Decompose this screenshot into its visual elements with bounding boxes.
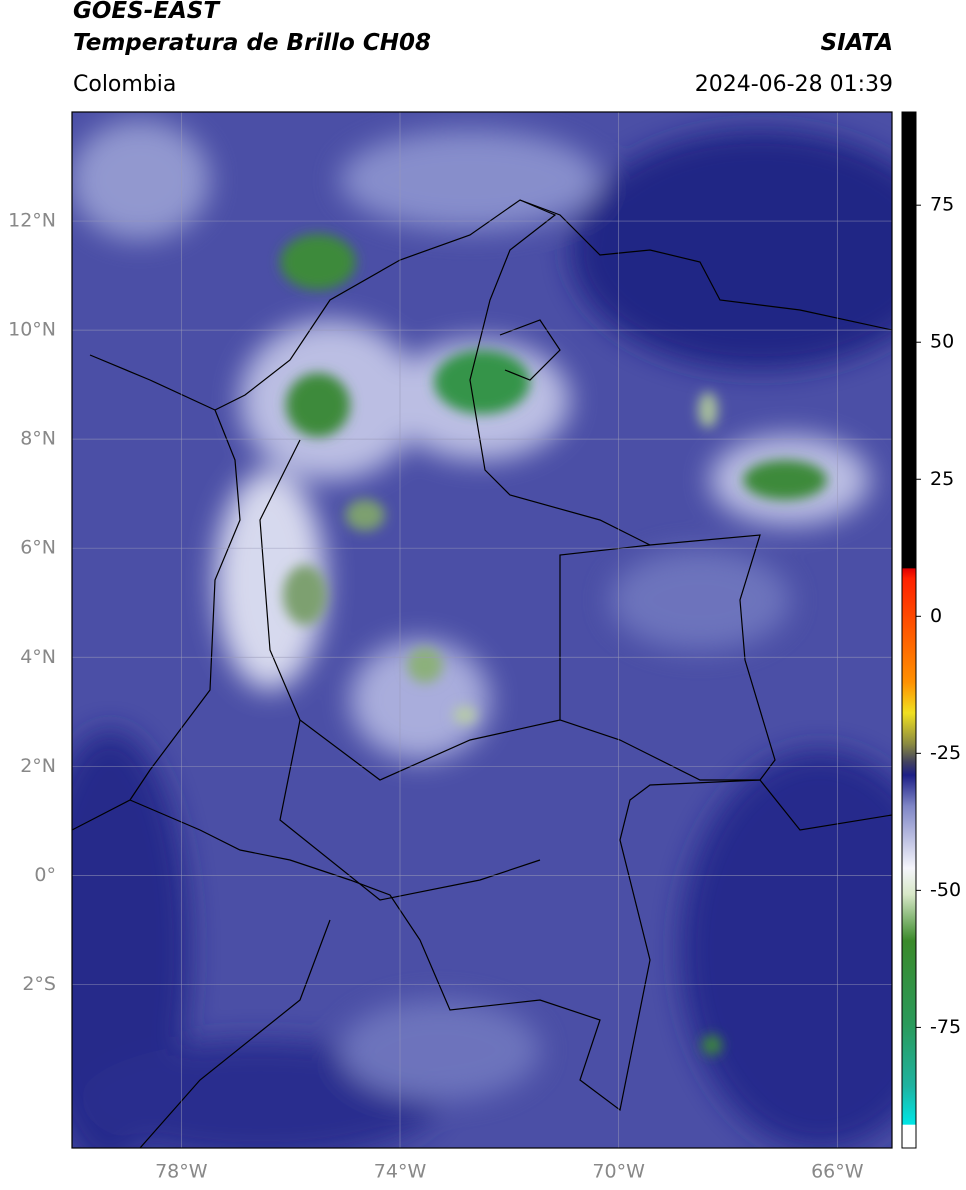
colorbar-tick-label: -50 (930, 879, 961, 901)
colorbar-tick-label: 25 (930, 468, 954, 490)
colorbar-tick-label: 50 (930, 331, 954, 353)
colorbar-tick-label: 0 (930, 605, 942, 627)
colorbar-tick-label: 75 (930, 194, 954, 216)
lat-tick-label: 0° (34, 864, 56, 886)
lat-tick-label: 6°N (20, 537, 56, 559)
title: GOES-EAST (73, 0, 220, 24)
graticule (72, 112, 892, 1148)
lon-tick-label: 74°W (374, 1161, 427, 1183)
lat-tick-label: 8°N (20, 428, 56, 450)
region: Colombia (73, 72, 177, 97)
timestamp: 2024-06-28 01:39 (694, 72, 893, 97)
map-frame (71, 111, 893, 1149)
lat-tick-label: 4°N (20, 646, 56, 668)
lat-tick-label: 2°N (20, 755, 56, 777)
lon-tick-label: 70°W (592, 1161, 645, 1183)
lon-tick-label: 66°W (811, 1161, 864, 1183)
lat-tick-label: 2°S (22, 973, 56, 995)
colorbar (901, 111, 917, 1149)
satellite-image (72, 112, 892, 1148)
lat-tick-label: 10°N (8, 319, 56, 341)
colorbar-tick-label: -75 (930, 1016, 961, 1038)
source: SIATA (820, 30, 893, 56)
colorbar-tick-label: -25 (930, 742, 961, 764)
subtitle: Temperatura de Brillo CH08 (73, 30, 431, 56)
lat-tick-label: 12°N (8, 210, 56, 232)
lon-tick-label: 78°W (155, 1161, 208, 1183)
